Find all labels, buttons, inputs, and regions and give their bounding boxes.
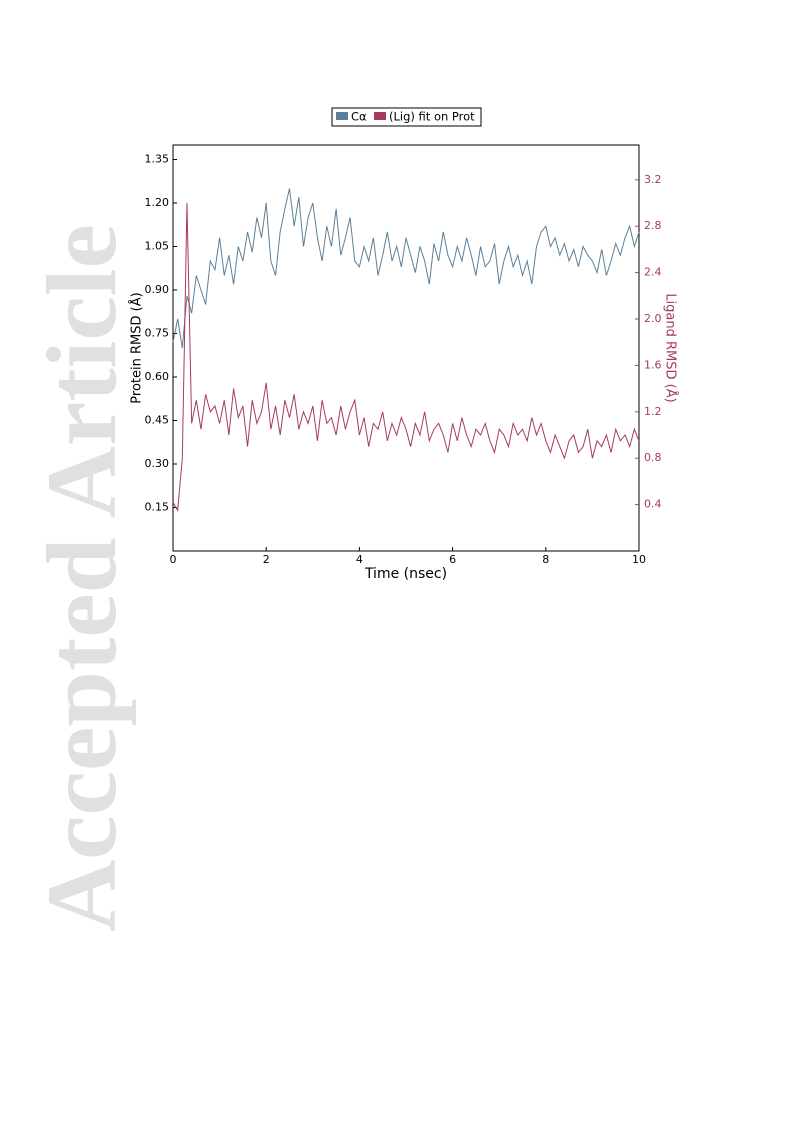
y2-tick-label: 0.8	[644, 451, 662, 464]
series-line	[172, 188, 640, 349]
y2-axis-label: Ligand RMSD (Å)	[663, 293, 679, 402]
y-tick-label: 0.30	[145, 457, 170, 470]
x-tick-label: 8	[542, 553, 549, 566]
x-tick-label: 2	[263, 553, 270, 566]
series-line	[172, 202, 640, 513]
legend-box	[331, 107, 482, 127]
y-tick-label: 0.75	[145, 327, 170, 340]
legend-label: (Lig) fit on Prot	[389, 110, 475, 124]
y-axis-label: Protein RMSD (Å)	[129, 292, 145, 403]
x-tick-label: 6	[449, 553, 456, 566]
x-tick-label: 4	[356, 553, 363, 566]
x-axis-label: Time (nsec)	[364, 566, 447, 582]
y2-tick-label: 2.0	[644, 312, 662, 325]
x-tick-label: 0	[170, 553, 177, 566]
y2-tick-label: 3.2	[644, 173, 662, 186]
y-tick-label: 0.60	[145, 370, 170, 383]
y2-tick-label: 2.8	[644, 219, 662, 232]
y2-tick-label: 1.6	[644, 358, 662, 371]
y-tick-label: 0.45	[145, 414, 170, 427]
plot-frame	[172, 144, 640, 552]
y-tick-label: 1.35	[145, 153, 170, 166]
y-tick-label: 0.90	[145, 283, 170, 296]
y2-tick-label: 0.4	[644, 498, 662, 511]
legend-label: Cα	[351, 110, 367, 124]
watermark: Accepted Article	[26, 224, 137, 932]
y-tick-label: 1.05	[145, 240, 170, 253]
legend-swatch	[374, 112, 386, 120]
legend-swatch	[336, 112, 348, 120]
x-tick-label: 10	[632, 553, 646, 566]
y2-tick-label: 2.4	[644, 266, 662, 279]
y-tick-label: 1.20	[145, 196, 170, 209]
y-tick-label: 0.15	[145, 501, 170, 514]
y2-tick-label: 1.2	[644, 405, 662, 418]
